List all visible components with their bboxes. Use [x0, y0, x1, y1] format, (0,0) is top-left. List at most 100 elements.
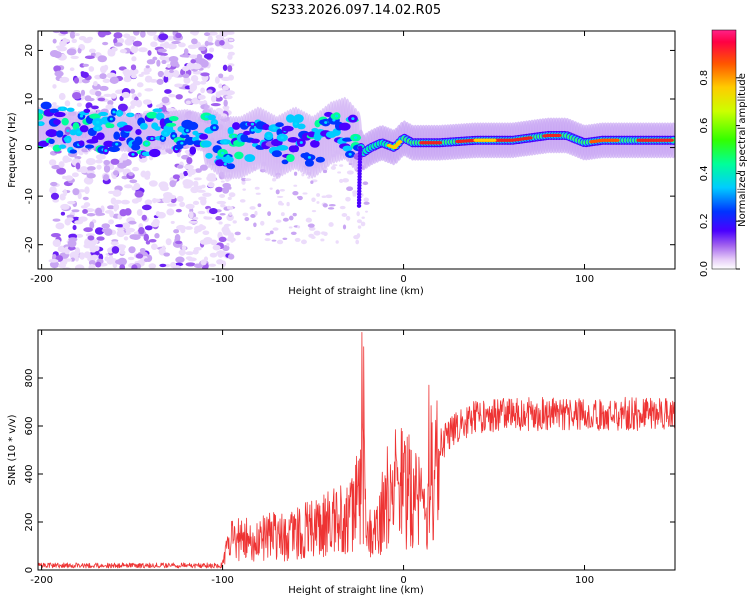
noise-blob [302, 192, 308, 195]
noise-blob [185, 203, 195, 210]
noise-blob [107, 100, 114, 106]
noise-blob [246, 236, 251, 241]
noise-blob [172, 174, 181, 180]
noise-blob [52, 102, 57, 106]
ridge-blob [348, 152, 352, 156]
noise-blob [165, 66, 172, 70]
ridge-blob [294, 122, 298, 126]
snr-y-tick-label: 800 [24, 368, 35, 387]
noise-blob [217, 90, 227, 96]
ridge-blob [38, 112, 44, 121]
noise-blob [172, 70, 180, 78]
noise-blob [197, 94, 206, 100]
ridge-blob [161, 136, 165, 140]
noise-blob [202, 192, 212, 197]
noise-blob [134, 190, 144, 198]
noise-blob [152, 56, 158, 61]
noise-blob [224, 223, 231, 227]
noise-blob [86, 166, 96, 171]
ridge-blob [357, 180, 362, 185]
noise-blob [215, 186, 223, 193]
noise-blob [226, 242, 230, 247]
noise-blob [135, 253, 144, 259]
noise-blob [63, 189, 68, 197]
noise-blob [322, 203, 328, 208]
ridge-blob [69, 149, 78, 154]
noise-blob [166, 203, 177, 207]
noise-blob [115, 204, 120, 210]
noise-blob [206, 175, 214, 182]
noise-blob [342, 224, 347, 230]
noise-blob [58, 161, 65, 168]
noise-blob [227, 186, 232, 190]
ridge-blob [227, 126, 234, 135]
ridge-blob [165, 122, 177, 127]
noise-blob [111, 47, 118, 52]
noise-blob [254, 210, 258, 216]
noise-blob [199, 239, 210, 245]
noise-blob [294, 237, 301, 242]
spectrogram-x-tick-label: -100 [211, 274, 234, 285]
noise-blob [356, 211, 360, 217]
noise-blob [179, 172, 185, 180]
noise-blob [332, 164, 338, 167]
noise-blob [204, 32, 211, 37]
noise-blob [182, 73, 190, 79]
noise-blob [146, 31, 157, 36]
ridge-blob [58, 144, 67, 149]
spectrogram-y-tick-label: 10 [24, 93, 35, 106]
noise-blob [117, 103, 128, 112]
noise-blob [222, 229, 227, 234]
colorbar-tick-label: 0.8 [699, 70, 710, 86]
ridge-blob [96, 132, 105, 140]
ridge-blob [357, 151, 363, 156]
noise-blob [78, 216, 88, 222]
ridge-blob [357, 177, 362, 182]
ridge-blob [276, 145, 289, 151]
noise-blob [133, 31, 140, 36]
noise-blob [189, 83, 198, 92]
noise-blob [352, 190, 358, 195]
ridge-blob [357, 183, 362, 188]
noise-blob [214, 96, 223, 102]
noise-blob [360, 221, 366, 227]
noise-blob [249, 206, 256, 210]
noise-blob [52, 218, 61, 222]
noise-blob [265, 232, 271, 236]
noise-blob [204, 42, 214, 46]
ridge-blob [77, 130, 81, 134]
ridge-blob [357, 160, 363, 165]
noise-blob [173, 229, 180, 234]
noise-blob [218, 221, 223, 225]
ridge-blob [280, 136, 284, 140]
ridge-blob [356, 203, 362, 208]
ridge-blob [232, 122, 241, 130]
snr-y-tick-label: 200 [24, 512, 35, 531]
ridge-blob [234, 151, 244, 160]
noise-blob [193, 263, 202, 268]
noise-blob [267, 211, 272, 217]
noise-blob [79, 44, 84, 50]
ridge-blob [324, 121, 328, 124]
noise-blob [339, 164, 344, 167]
ridge-blob [286, 154, 295, 162]
snr-x-axis-label: Height of straight line (km) [288, 585, 424, 596]
noise-blob [345, 215, 351, 221]
noise-blob [269, 230, 274, 235]
noise-blob [123, 76, 132, 83]
noise-blob [187, 168, 196, 176]
noise-blob [110, 158, 120, 165]
noise-blob [145, 65, 150, 69]
ridge-blob [53, 111, 66, 118]
noise-blob [356, 219, 362, 224]
noise-blob [215, 215, 222, 221]
noise-blob [208, 263, 217, 267]
noise-blob [228, 38, 234, 42]
noise-blob [72, 225, 77, 231]
ridge-blob [231, 134, 236, 138]
noise-blob [176, 224, 186, 231]
ridge-blob [96, 126, 100, 130]
noise-blob [223, 99, 228, 107]
noise-blob [144, 174, 151, 180]
noise-blob [168, 93, 176, 98]
